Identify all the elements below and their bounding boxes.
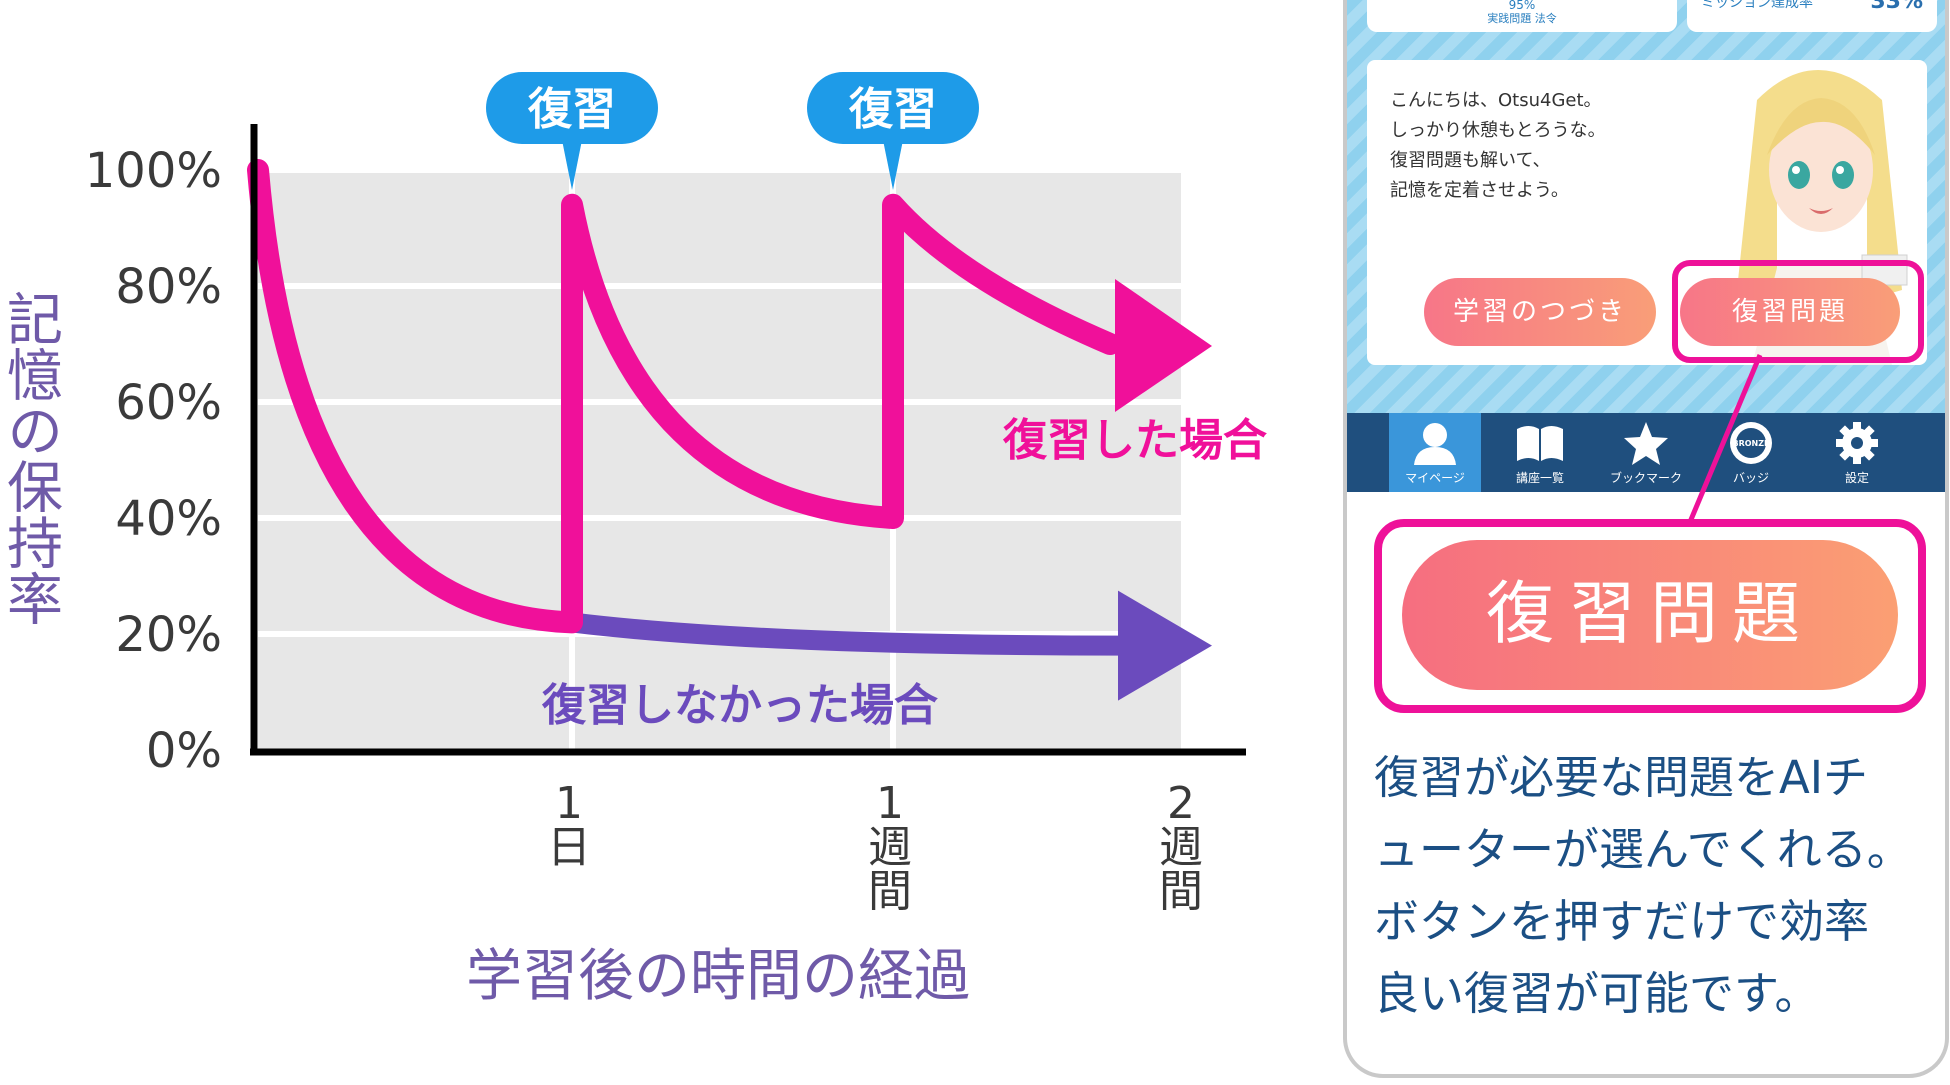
- y-tick-label: 80%: [115, 259, 222, 315]
- book-icon: [1517, 426, 1563, 461]
- y-tick-label: 20%: [115, 607, 222, 663]
- review-marker-label: 復習: [527, 84, 616, 135]
- stat-label: ミッション達成率: [1701, 0, 1813, 11]
- forgetting-curve-chart: 100%80%60%40%20%0% 1 日1 週間2 週間 復習 復習 記憶の保持率 …: [0, 72, 1267, 1009]
- description-line: 復習が必要な問題をAIチ: [1374, 751, 1869, 804]
- nav-item-courses[interactable]: 講座一覧: [1494, 413, 1586, 492]
- arrowhead-reviewed: [1115, 279, 1212, 412]
- continue-learning-button[interactable]: 学習のつづき: [1424, 278, 1656, 346]
- x-tick-label: 1 週間: [868, 778, 912, 917]
- y-tick-label: 40%: [115, 491, 222, 547]
- series-label-not-reviewed: 復習しなかった場合: [541, 680, 938, 731]
- y-tick-label: 0%: [146, 723, 222, 779]
- person-icon: [1414, 423, 1456, 465]
- greeting-line: しっかり休憩もとろうな。: [1390, 120, 1606, 141]
- curve-reviewed: [247, 159, 1121, 634]
- review-marker-pointer: [883, 140, 903, 190]
- bottom-navigation: マイページ 講座一覧 ブックマーク BRONZE バッジ: [1347, 413, 1945, 492]
- nav-item-settings[interactable]: 設定: [1811, 413, 1903, 492]
- review-marker-bubble: [807, 72, 979, 144]
- y-tick-label: 100%: [85, 143, 222, 199]
- nav-item-bookmarks[interactable]: ブックマーク: [1600, 413, 1692, 492]
- stat-value: 95%: [1508, 0, 1536, 12]
- badge-text: BRONZE: [1732, 439, 1769, 448]
- star-icon: [1624, 422, 1668, 465]
- review-marker-label: 復習: [848, 84, 937, 135]
- description-text: 復習が必要な問題をAIチ ューターが選んでくれる。 ボタンを押すだけで効率 良い…: [1374, 742, 1944, 1030]
- review-marker: 復習: [807, 72, 979, 190]
- description-line: ューターが選んでくれる。: [1374, 823, 1912, 876]
- app-screenshot-panel: 95% 実践問題 法令 ミッション達成率 33% こんにちは、Otsu4Get。…: [1343, 0, 1949, 1078]
- stat-card-mission: ミッション達成率 33%: [1687, 0, 1937, 32]
- x-tick-label: 2 週間: [1159, 778, 1203, 917]
- nav-item-mypage[interactable]: マイページ: [1389, 413, 1481, 492]
- nav-label: ブックマーク: [1609, 471, 1682, 485]
- badge-icon: BRONZE: [1730, 422, 1772, 464]
- greeting-line: 記憶を定着させよう。: [1390, 180, 1569, 201]
- big-review-questions-button[interactable]: 復習問題: [1402, 540, 1898, 690]
- nav-label: 設定: [1844, 471, 1869, 485]
- description-line: ボタンを押すだけで効率: [1374, 895, 1870, 948]
- description-line: 良い復習が可能です。: [1374, 967, 1820, 1020]
- curves: [247, 159, 1212, 701]
- stat-label: 実践問題 法令: [1487, 12, 1557, 25]
- y-tick-labels: 100% 80% 60% 40% 20% 0%: [85, 143, 222, 779]
- y-axis-label: 記憶の保持率: [0, 290, 63, 626]
- stat-value: 33%: [1870, 0, 1923, 14]
- review-marker: 復習: [486, 72, 658, 190]
- curve-not-reviewed: [562, 612, 1140, 656]
- gear-icon: [1836, 422, 1878, 464]
- highlight-frame-small: [1672, 260, 1924, 363]
- arrowhead-not-reviewed: [1118, 590, 1212, 701]
- greeting-line: こんにちは、Otsu4Get。: [1390, 90, 1602, 111]
- stat-card-practice: 95% 実践問題 法令: [1367, 0, 1677, 32]
- greeting-text: こんにちは、Otsu4Get。 しっかり休憩もとろうな。 復習問題も解いて、 記…: [1390, 86, 1606, 206]
- x-tick-labels: 1 日 1 週間 2 週間: [547, 778, 1203, 917]
- nav-item-badges[interactable]: BRONZE バッジ: [1705, 413, 1797, 492]
- x-axis-label: 学習後の時間の経過: [466, 944, 970, 1009]
- highlight-frame-large: [1374, 519, 1926, 713]
- nav-label: 講座一覧: [1515, 471, 1564, 485]
- series-label-reviewed: 復習した場合: [1002, 415, 1267, 466]
- nav-label: バッジ: [1732, 471, 1769, 485]
- greeting-card: こんにちは、Otsu4Get。 しっかり休憩もとろうな。 復習問題も解いて、 記…: [1367, 60, 1927, 365]
- review-marker-pointer: [562, 140, 582, 190]
- y-tick-label: 60%: [115, 375, 222, 431]
- greeting-line: 復習問題も解いて、: [1390, 150, 1551, 171]
- review-marker-bubble: [486, 72, 658, 144]
- nav-label: マイページ: [1405, 471, 1465, 485]
- review-markers: 復習 復習: [486, 72, 979, 190]
- review-questions-button[interactable]: 復習問題: [1680, 278, 1900, 346]
